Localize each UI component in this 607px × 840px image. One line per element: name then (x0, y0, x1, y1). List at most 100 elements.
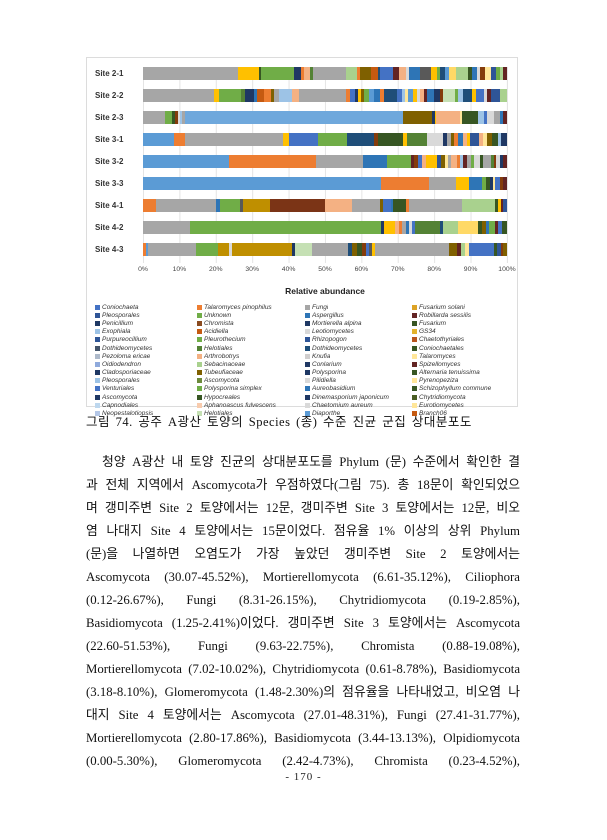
legend-item: Coniochaetales (412, 344, 511, 352)
bar-segment (455, 67, 469, 80)
legend-swatch (305, 329, 310, 335)
bar-segment (288, 133, 318, 146)
legend-swatch (412, 411, 417, 417)
legend-item: Ascomycota (197, 377, 305, 385)
legend-swatch (305, 411, 310, 417)
bar-segment (143, 67, 238, 80)
bar-segment (383, 89, 397, 102)
legend-item: Eurotiomycetes (412, 401, 511, 409)
legend-item: Spizellomyces (412, 360, 511, 368)
bar-segment (410, 155, 415, 168)
legend-item: Dothideomycetes (95, 344, 197, 352)
bar-segment (502, 67, 507, 80)
legend-item: Capnodiales (95, 401, 197, 409)
legend-item: Chaetothyriales (412, 336, 511, 344)
bar-segment (398, 221, 402, 234)
bar-segment (426, 133, 444, 146)
bar-segment (503, 155, 507, 168)
bar-segment (310, 67, 313, 80)
legend-item: Chaetomium aureum (305, 401, 412, 409)
bar-row: Site 3-3 (93, 177, 511, 190)
legend-label: Arthrobotrys (204, 352, 240, 360)
bar-segment (384, 221, 396, 234)
bar-segment (228, 155, 316, 168)
legend-label: Helotiales (204, 344, 233, 352)
bar-segment (409, 199, 462, 212)
legend-label: Capnodiales (102, 401, 139, 409)
body-paragraph: 청양 A광산 내 토양 진균의 상대분포도를 Phylum (문) 수준에서 확… (86, 451, 520, 773)
bar-segment (381, 221, 385, 234)
bar-segment (356, 67, 361, 80)
bar-segment (215, 199, 221, 212)
legend-item: Diaporthe (305, 409, 412, 417)
x-tick: 10% (172, 266, 187, 273)
legend-item: Cladosporiaceae (95, 369, 197, 377)
bar-segment (444, 155, 448, 168)
bar-segment (143, 155, 229, 168)
bar-segment (177, 111, 181, 124)
chart-legend: Coniochaeta Pleosporales Penicillium Exophi… (95, 303, 513, 418)
bar-segment (220, 199, 241, 212)
bar-segment (494, 111, 500, 124)
bar-segment (370, 67, 378, 80)
bar-segment (459, 155, 463, 168)
legend-swatch (197, 320, 202, 326)
bar-segment (213, 89, 220, 102)
bar-segment (483, 89, 487, 102)
legend-label: Fusarium solani (419, 303, 465, 311)
bar-segment (497, 221, 503, 234)
bar-segment (477, 221, 483, 234)
x-axis-ticks: 0% 10% 20% 30% 40% 50% 60% 70% 80% 90% 100% (138, 265, 516, 275)
legend-label: Tubeufiaceae (204, 369, 243, 377)
stacked-bar (143, 133, 507, 146)
legend-swatch (305, 345, 310, 351)
legend-item: Branch06 (412, 409, 511, 417)
bar-segment (244, 89, 255, 102)
bar-segment (457, 221, 478, 234)
bar-row: Site 2-3 (93, 111, 511, 124)
bar-segment (422, 155, 426, 168)
bar-segment (465, 243, 469, 256)
bar-segment (396, 89, 402, 102)
bar-segment (172, 111, 176, 124)
legend-item: GS34 (412, 328, 511, 336)
bar-segment (420, 67, 432, 80)
bar-segment (346, 89, 351, 102)
bar-segment (148, 243, 196, 256)
legend-item: Aspergillus (305, 311, 412, 319)
legend-label: Pleurothecium (204, 336, 246, 344)
x-tick: 40% (281, 266, 296, 273)
bar-segment (414, 221, 441, 234)
legend-label: Aphanoascus fulvescens (204, 401, 276, 409)
legend-swatch (197, 370, 202, 376)
legend-label: GS34 (419, 328, 436, 336)
bar-segment (463, 89, 473, 102)
stacked-bar (143, 111, 507, 124)
legend-item: Talaromyces pinophilus (197, 303, 305, 311)
bar-segment (493, 155, 497, 168)
legend-swatch (305, 394, 310, 400)
legend-label: Alternaria tenuissima (419, 369, 480, 377)
bar-segment (466, 155, 471, 168)
bar-segment (301, 67, 304, 80)
legend-swatch (412, 312, 417, 318)
bar-segment (395, 221, 399, 234)
bar-segment (373, 89, 380, 102)
legend-label: Fungi (312, 303, 329, 311)
legend-item: Unknown (197, 311, 305, 319)
bar-segment (175, 111, 178, 124)
site-label: Site 4-1 (95, 201, 124, 210)
legend-swatch (197, 378, 202, 384)
bar-segment (294, 67, 302, 80)
bar-segment (357, 89, 361, 102)
bar-segment (350, 89, 355, 102)
bar-segment (497, 199, 501, 212)
legend-swatch (197, 329, 202, 335)
bar-segment (456, 177, 469, 190)
figure-caption: 그림 74. 공주 A광산 토양의 Species (종) 수준 진균 군집 상… (86, 415, 472, 429)
bar-segment (484, 111, 487, 124)
legend-swatch (412, 370, 417, 376)
bar-segment (360, 89, 365, 102)
x-tick: 0% (138, 266, 148, 273)
bar-segment (441, 155, 445, 168)
